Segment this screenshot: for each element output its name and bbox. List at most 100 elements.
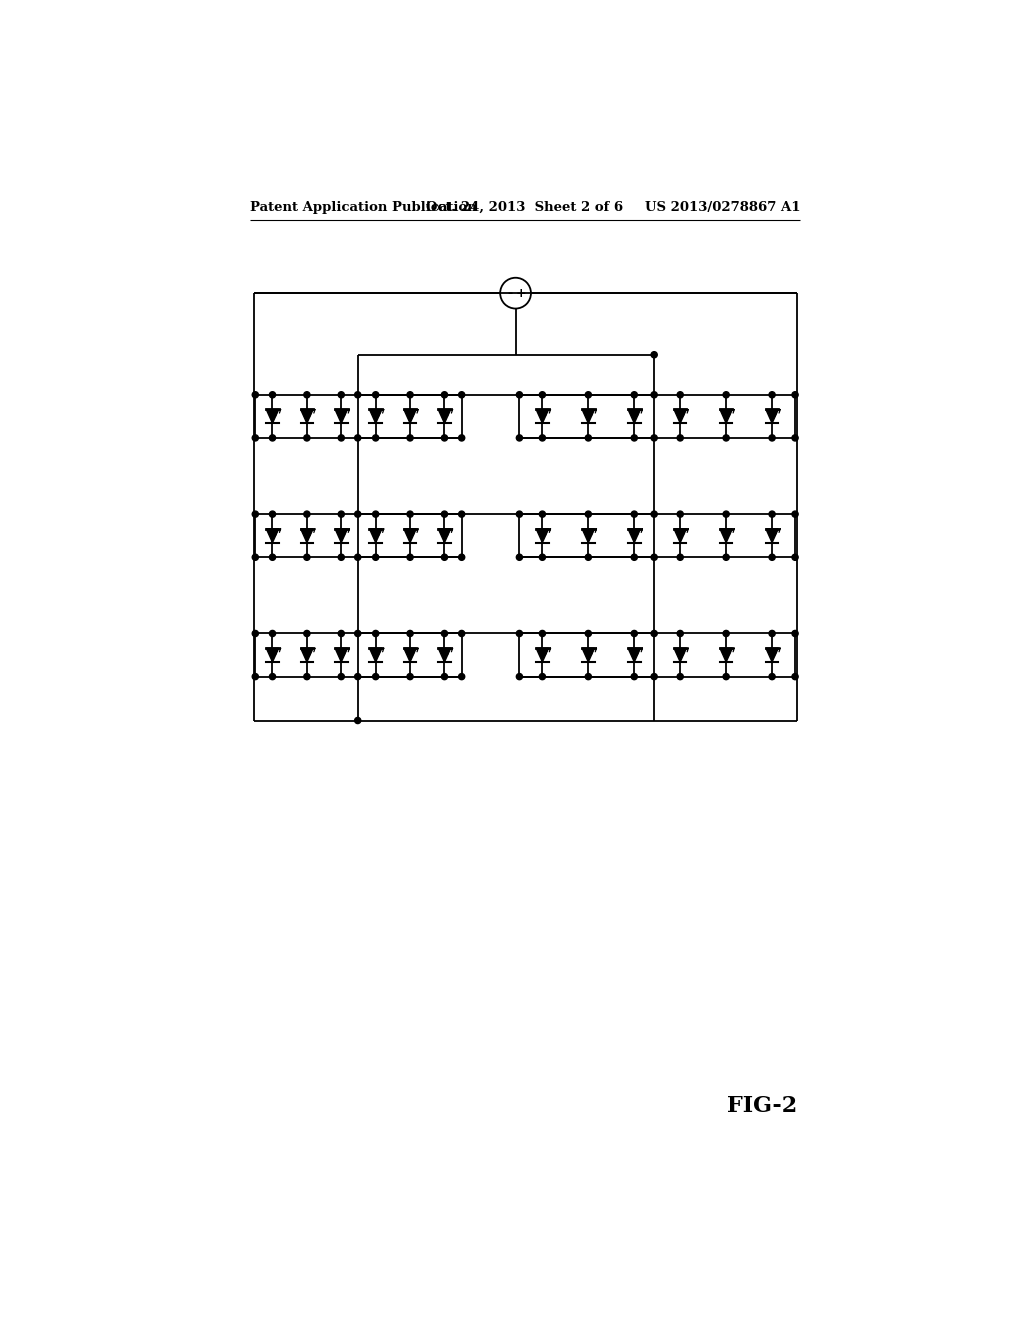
Circle shape xyxy=(252,631,258,636)
Polygon shape xyxy=(628,529,640,543)
Circle shape xyxy=(354,673,360,680)
Circle shape xyxy=(459,554,465,561)
Polygon shape xyxy=(438,409,451,424)
Circle shape xyxy=(769,673,775,680)
Circle shape xyxy=(792,673,798,680)
Polygon shape xyxy=(582,529,595,543)
Circle shape xyxy=(651,351,657,358)
Circle shape xyxy=(269,554,275,561)
Circle shape xyxy=(338,554,344,561)
Circle shape xyxy=(677,434,683,441)
Circle shape xyxy=(631,631,637,636)
Polygon shape xyxy=(438,648,451,663)
Circle shape xyxy=(651,511,657,517)
Polygon shape xyxy=(403,529,417,543)
Polygon shape xyxy=(720,648,732,663)
Polygon shape xyxy=(766,529,778,543)
Circle shape xyxy=(651,631,657,636)
Polygon shape xyxy=(628,648,640,663)
Circle shape xyxy=(540,631,546,636)
Circle shape xyxy=(304,434,310,441)
Circle shape xyxy=(769,631,775,636)
Text: -: - xyxy=(508,286,513,300)
Circle shape xyxy=(540,392,546,397)
Polygon shape xyxy=(301,409,313,424)
Circle shape xyxy=(651,673,657,680)
Circle shape xyxy=(441,673,447,680)
Circle shape xyxy=(269,392,275,397)
Circle shape xyxy=(373,554,379,561)
Circle shape xyxy=(540,673,546,680)
Circle shape xyxy=(252,554,258,561)
Circle shape xyxy=(269,673,275,680)
Circle shape xyxy=(723,673,729,680)
Circle shape xyxy=(252,673,258,680)
Circle shape xyxy=(792,554,798,561)
Polygon shape xyxy=(582,648,595,663)
Polygon shape xyxy=(403,409,417,424)
Circle shape xyxy=(269,631,275,636)
Circle shape xyxy=(459,392,465,397)
Circle shape xyxy=(373,631,379,636)
Circle shape xyxy=(304,631,310,636)
Circle shape xyxy=(407,554,413,561)
Circle shape xyxy=(723,631,729,636)
Polygon shape xyxy=(403,648,417,663)
Circle shape xyxy=(459,673,465,680)
Polygon shape xyxy=(370,409,382,424)
Circle shape xyxy=(441,511,447,517)
Polygon shape xyxy=(720,529,732,543)
Circle shape xyxy=(677,673,683,680)
Circle shape xyxy=(586,511,592,517)
Circle shape xyxy=(338,434,344,441)
Circle shape xyxy=(252,392,258,397)
Polygon shape xyxy=(266,648,279,663)
Text: Oct. 24, 2013  Sheet 2 of 6: Oct. 24, 2013 Sheet 2 of 6 xyxy=(426,201,624,214)
Polygon shape xyxy=(628,409,640,424)
Circle shape xyxy=(677,392,683,397)
Circle shape xyxy=(338,673,344,680)
Circle shape xyxy=(792,511,798,517)
Circle shape xyxy=(373,673,379,680)
Circle shape xyxy=(354,718,360,723)
Polygon shape xyxy=(266,409,279,424)
Circle shape xyxy=(792,631,798,636)
Circle shape xyxy=(586,554,592,561)
Polygon shape xyxy=(438,529,451,543)
Circle shape xyxy=(338,631,344,636)
Circle shape xyxy=(459,511,465,517)
Polygon shape xyxy=(766,648,778,663)
Circle shape xyxy=(631,673,637,680)
Circle shape xyxy=(631,392,637,397)
Polygon shape xyxy=(537,409,549,424)
Polygon shape xyxy=(335,529,347,543)
Circle shape xyxy=(677,511,683,517)
Circle shape xyxy=(723,392,729,397)
Circle shape xyxy=(441,434,447,441)
Circle shape xyxy=(338,511,344,517)
Polygon shape xyxy=(335,409,347,424)
Polygon shape xyxy=(301,529,313,543)
Circle shape xyxy=(354,392,360,397)
Circle shape xyxy=(252,511,258,517)
Polygon shape xyxy=(674,648,686,663)
Circle shape xyxy=(769,392,775,397)
Circle shape xyxy=(459,434,465,441)
Circle shape xyxy=(586,673,592,680)
Circle shape xyxy=(540,434,546,441)
Circle shape xyxy=(516,631,522,636)
Text: US 2013/0278867 A1: US 2013/0278867 A1 xyxy=(645,201,801,214)
Polygon shape xyxy=(335,648,347,663)
Circle shape xyxy=(407,673,413,680)
Polygon shape xyxy=(266,529,279,543)
Circle shape xyxy=(338,392,344,397)
Circle shape xyxy=(516,511,522,517)
Circle shape xyxy=(407,511,413,517)
Circle shape xyxy=(441,631,447,636)
Circle shape xyxy=(651,392,657,397)
Circle shape xyxy=(651,554,657,561)
Polygon shape xyxy=(370,529,382,543)
Circle shape xyxy=(516,392,522,397)
Circle shape xyxy=(586,434,592,441)
Circle shape xyxy=(407,434,413,441)
